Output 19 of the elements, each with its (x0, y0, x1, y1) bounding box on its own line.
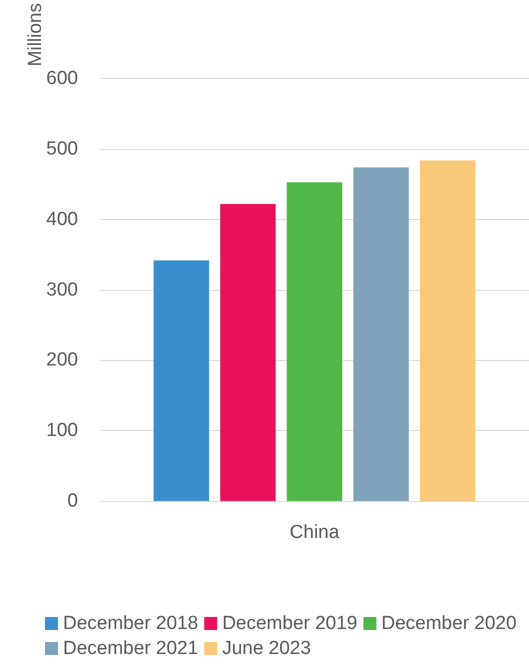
legend-label: December 2018 (63, 613, 198, 634)
bar (420, 160, 476, 501)
legend-label: December 2019 (222, 613, 358, 634)
y-tick-label: 600 (46, 68, 78, 90)
legend-label: June 2023 (222, 638, 311, 659)
legend-label: December 2021 (63, 638, 198, 659)
legend-label: December 2020 (381, 613, 517, 634)
y-tick-label: 200 (46, 350, 78, 371)
y-axis-title: Millions (25, 3, 46, 66)
bar (353, 167, 409, 501)
y-tick-label: 300 (46, 279, 78, 300)
y-tick-label: 400 (46, 208, 78, 230)
bar (286, 182, 342, 501)
y-tick-label: 100 (46, 420, 78, 442)
y-tick-label: 500 (46, 138, 78, 160)
y-tick-label: 0 (67, 490, 78, 512)
bar (154, 260, 210, 501)
x-tick-label: China (290, 522, 340, 543)
bar (220, 204, 276, 501)
